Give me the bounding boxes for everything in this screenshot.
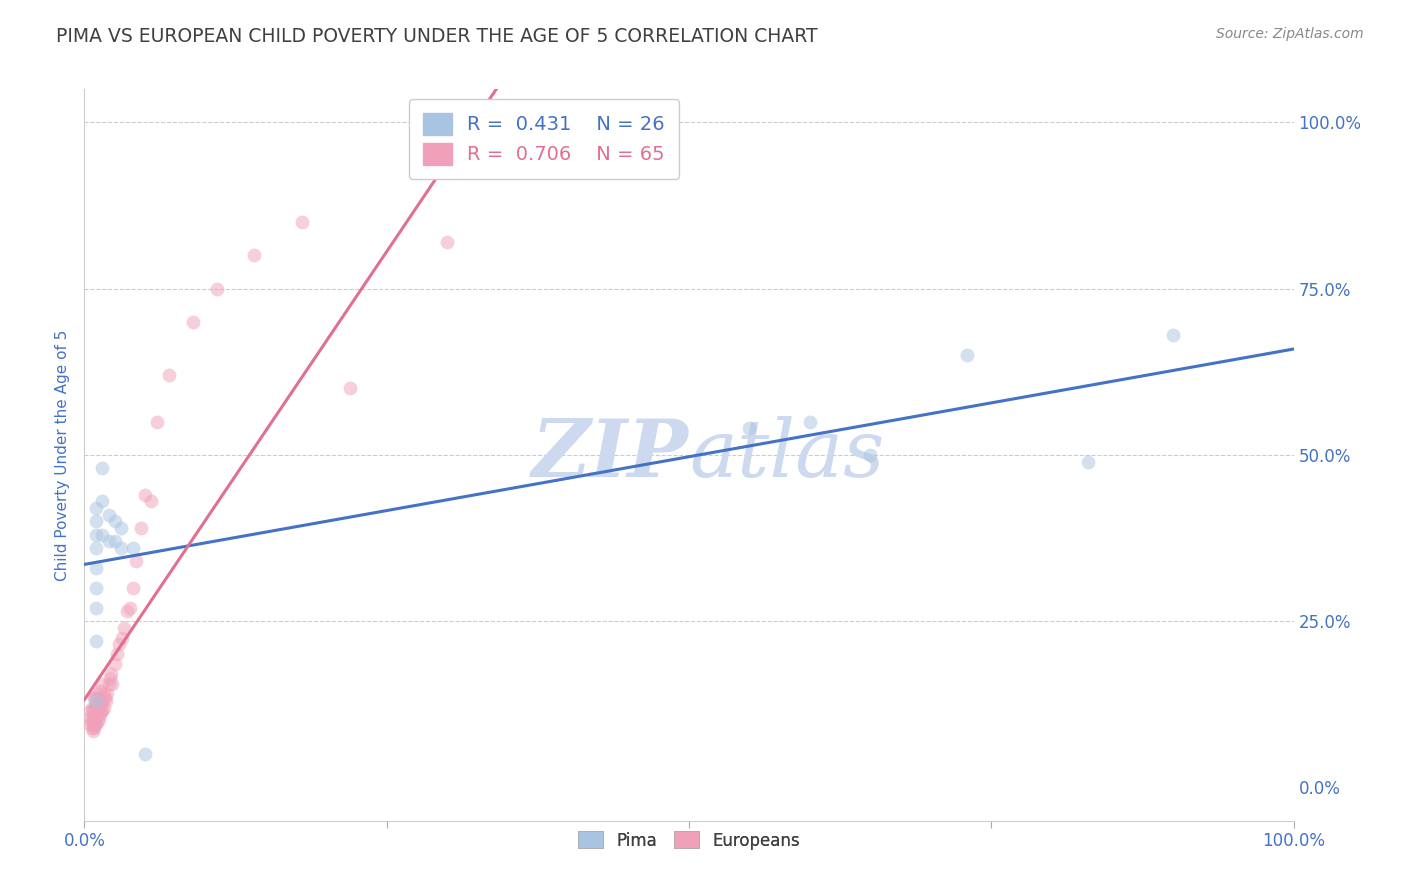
Point <box>291 215 314 229</box>
Point <box>84 700 107 714</box>
Point <box>86 581 108 595</box>
Point <box>93 700 115 714</box>
Point <box>129 521 152 535</box>
Point <box>84 717 107 731</box>
Point <box>134 747 156 761</box>
Point <box>86 700 108 714</box>
Point <box>84 690 107 705</box>
Point <box>115 604 138 618</box>
Point <box>339 381 361 395</box>
Point <box>108 637 131 651</box>
Point <box>82 704 104 718</box>
Point <box>86 690 108 705</box>
Y-axis label: Child Poverty Under the Age of 5: Child Poverty Under the Age of 5 <box>55 329 70 581</box>
Point <box>86 501 108 516</box>
Point <box>80 721 103 735</box>
Point <box>956 348 979 362</box>
Point <box>79 704 101 718</box>
Point <box>86 541 108 555</box>
Point <box>86 698 108 712</box>
Point <box>91 704 114 718</box>
Point <box>86 687 108 701</box>
Point <box>84 710 107 724</box>
Point <box>111 631 134 645</box>
Point <box>93 687 115 701</box>
Point <box>91 527 114 541</box>
Point <box>86 714 108 728</box>
Point <box>79 710 101 724</box>
Point <box>86 600 108 615</box>
Point <box>207 282 229 296</box>
Point <box>120 600 142 615</box>
Point <box>87 710 110 724</box>
Text: Source: ZipAtlas.com: Source: ZipAtlas.com <box>1216 27 1364 41</box>
Point <box>83 714 105 728</box>
Point <box>581 149 603 163</box>
Point <box>110 541 132 555</box>
Point <box>97 534 120 549</box>
Point <box>105 648 128 662</box>
Point <box>91 694 114 708</box>
Point <box>86 561 108 575</box>
Point <box>110 521 132 535</box>
Point <box>86 527 108 541</box>
Text: ZIP: ZIP <box>531 417 689 493</box>
Point <box>89 707 111 722</box>
Point <box>134 488 156 502</box>
Point <box>83 721 105 735</box>
Point <box>94 694 117 708</box>
Text: PIMA VS EUROPEAN CHILD POVERTY UNDER THE AGE OF 5 CORRELATION CHART: PIMA VS EUROPEAN CHILD POVERTY UNDER THE… <box>56 27 818 45</box>
Point <box>97 508 120 522</box>
Point <box>91 677 114 691</box>
Point <box>799 415 821 429</box>
Point <box>80 700 103 714</box>
Point <box>139 494 162 508</box>
Point <box>859 448 882 462</box>
Point <box>86 694 108 708</box>
Point <box>86 707 108 722</box>
Point <box>125 554 148 568</box>
Point <box>91 494 114 508</box>
Point <box>104 515 127 529</box>
Point <box>100 667 122 681</box>
Point <box>90 694 112 708</box>
Point <box>86 515 108 529</box>
Point <box>89 684 111 698</box>
Point <box>86 634 108 648</box>
Point <box>146 415 169 429</box>
Point <box>121 581 143 595</box>
Point <box>90 704 112 718</box>
Point <box>157 368 180 383</box>
Point <box>83 700 105 714</box>
Point <box>83 690 105 705</box>
Point <box>91 461 114 475</box>
Point <box>104 534 127 549</box>
Point <box>121 541 143 555</box>
Point <box>89 698 111 712</box>
Point <box>1161 328 1184 343</box>
Point <box>112 621 135 635</box>
Point <box>101 677 124 691</box>
Text: atlas: atlas <box>689 417 884 493</box>
Point <box>98 671 121 685</box>
Point <box>79 717 101 731</box>
Point <box>181 315 204 329</box>
Point <box>87 698 110 712</box>
Point <box>738 421 761 435</box>
Point <box>242 248 264 262</box>
Point <box>1077 454 1099 468</box>
Point <box>94 690 117 705</box>
Point <box>82 723 104 738</box>
Legend: Pima, Europeans: Pima, Europeans <box>571 825 807 856</box>
Point <box>436 235 458 249</box>
Point <box>80 714 103 728</box>
Point <box>82 717 104 731</box>
Point <box>96 687 118 701</box>
Point <box>86 717 108 731</box>
Point <box>104 657 127 672</box>
Point <box>82 710 104 724</box>
Point <box>97 677 120 691</box>
